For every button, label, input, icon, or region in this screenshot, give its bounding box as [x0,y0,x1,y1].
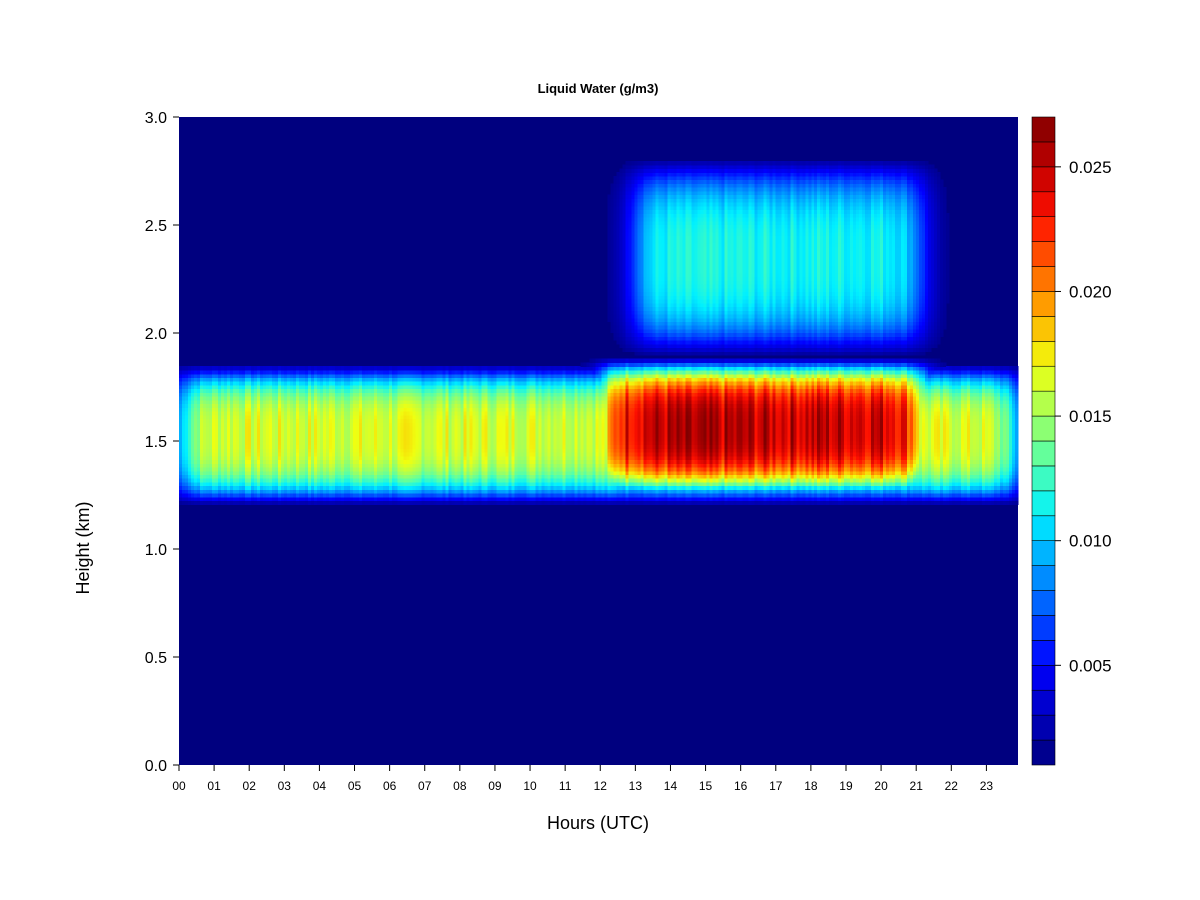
heatmap-cells [179,160,1019,505]
colorbar-level [1031,515,1056,541]
colorbar-level [1031,365,1056,392]
colorbar-level [1031,540,1056,566]
x-tick-label: 18 [804,779,818,793]
x-tick-label: 08 [453,779,467,793]
colorbar-tick-label: 0.005 [1069,656,1112,675]
colorbar-level [1031,640,1056,666]
y-tick-label: 3.0 [145,110,167,127]
colorbar-level [1031,166,1056,193]
y-axis: 0.0 0.5 1.0 1.5 2.0 2.5 3.0 [145,110,179,775]
x-tick-label: 09 [488,779,502,793]
colorbar-level [1031,415,1056,442]
colorbar-level [1031,739,1056,766]
y-tick-label: 0.5 [145,650,167,667]
x-axis: 00 01 02 03 04 05 06 07 08 09 10 11 12 13 14 15 16 17 18 19… [172,765,993,793]
y-tick-label: 2.5 [145,218,167,235]
x-tick-label: 07 [418,779,432,793]
x-tick-label: 22 [945,779,959,793]
colorbar-level [1031,689,1056,716]
x-tick-label: 13 [629,779,643,793]
y-tick-label: 1.0 [145,542,167,559]
y-tick-label: 0.0 [145,758,167,775]
y-axis-label: Height (km) [73,501,93,594]
colorbar-level [1031,141,1056,168]
y-tick-label: 1.5 [145,434,167,451]
x-tick-label: 21 [910,779,924,793]
x-tick-label: 19 [839,779,853,793]
x-tick-label: 00 [172,779,186,793]
colorbar-level [1031,565,1056,591]
colorbar-level [1031,316,1056,342]
x-tick-label: 02 [243,779,257,793]
colorbar-level [1031,714,1056,741]
colorbar: 0.005 0.010 0.015 0.020 0.025 [1031,116,1112,766]
colorbar-tick-label: 0.010 [1069,532,1112,551]
colorbar-level [1031,590,1056,616]
x-tick-label: 15 [699,779,713,793]
x-tick-label: 05 [348,779,362,793]
colorbar-level [1031,266,1056,292]
x-tick-label: 11 [559,779,572,793]
colorbar-level [1031,291,1056,317]
y-tick-label: 2.0 [145,326,167,343]
heatmap-plot-area [179,117,1019,765]
colorbar-tick-label: 0.025 [1069,158,1112,177]
colorbar-level [1031,191,1056,217]
colorbar-level [1031,116,1056,143]
x-tick-label: 23 [980,779,994,793]
colorbar-level [1031,341,1056,367]
x-tick-label: 01 [207,779,221,793]
x-tick-label: 14 [664,779,678,793]
colorbar-level [1031,440,1056,467]
x-tick-label: 20 [874,779,888,793]
colorbar-level [1031,490,1056,517]
x-tick-label: 10 [523,779,537,793]
colorbar-level [1031,465,1056,492]
colorbar-tick-label: 0.015 [1069,407,1112,426]
x-tick-label: 12 [594,779,608,793]
x-tick-label: 03 [278,779,292,793]
chart-title: Liquid Water (g/m3) [538,81,659,96]
x-axis-label: Hours (UTC) [547,813,649,833]
colorbar-level [1031,241,1056,267]
x-tick-label: 17 [769,779,783,793]
colorbar-tick-label: 0.020 [1069,282,1112,301]
x-tick-label: 04 [313,779,327,793]
x-tick-label: 16 [734,779,748,793]
x-tick-label: 06 [383,779,397,793]
colorbar-level [1031,216,1056,242]
colorbar-level [1031,665,1056,691]
colorbar-level [1031,615,1056,641]
colorbar-level [1031,390,1056,417]
